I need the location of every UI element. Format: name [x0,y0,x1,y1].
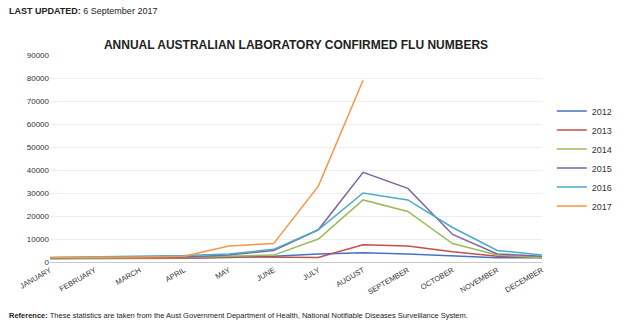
svg-text:ANNUAL AUSTRALIAN LABORATORY C: ANNUAL AUSTRALIAN LABORATORY CONFIRMED F… [104,38,488,52]
svg-text:JUNE: JUNE [255,265,276,283]
svg-text:FEBRUARY: FEBRUARY [58,265,98,293]
svg-text:JANUARY: JANUARY [18,265,53,290]
svg-text:JULY: JULY [301,265,321,282]
svg-text:50000: 50000 [27,143,50,152]
svg-text:90000: 90000 [27,51,50,60]
svg-text:MARCH: MARCH [114,265,142,287]
svg-text:APRIL: APRIL [164,265,187,284]
svg-text:MAY: MAY [214,265,232,281]
svg-text:Reference: These statistics ar: Reference: These statistics are taken fr… [9,311,468,320]
svg-text:SEPTEMBER: SEPTEMBER [366,265,411,296]
svg-text:OCTOBER: OCTOBER [419,265,456,292]
svg-text:2013: 2013 [592,126,612,136]
svg-text:NOVEMBER: NOVEMBER [458,265,500,295]
svg-text:80000: 80000 [27,74,50,83]
svg-text:DECEMBER: DECEMBER [504,265,546,294]
svg-text:10000: 10000 [27,235,50,244]
svg-text:LAST UPDATED: 6 September 2017: LAST UPDATED: 6 September 2017 [9,6,157,16]
svg-text:30000: 30000 [27,189,50,198]
svg-text:2016: 2016 [592,183,612,193]
svg-text:60000: 60000 [27,120,50,129]
svg-text:AUGUST: AUGUST [334,265,366,289]
svg-text:70000: 70000 [27,97,50,106]
svg-text:2017: 2017 [592,202,612,212]
svg-text:2012: 2012 [592,107,612,117]
svg-text:40000: 40000 [27,166,50,175]
svg-text:20000: 20000 [27,212,50,221]
svg-text:2014: 2014 [592,145,612,155]
svg-text:0: 0 [45,258,50,267]
svg-text:2015: 2015 [592,164,612,174]
